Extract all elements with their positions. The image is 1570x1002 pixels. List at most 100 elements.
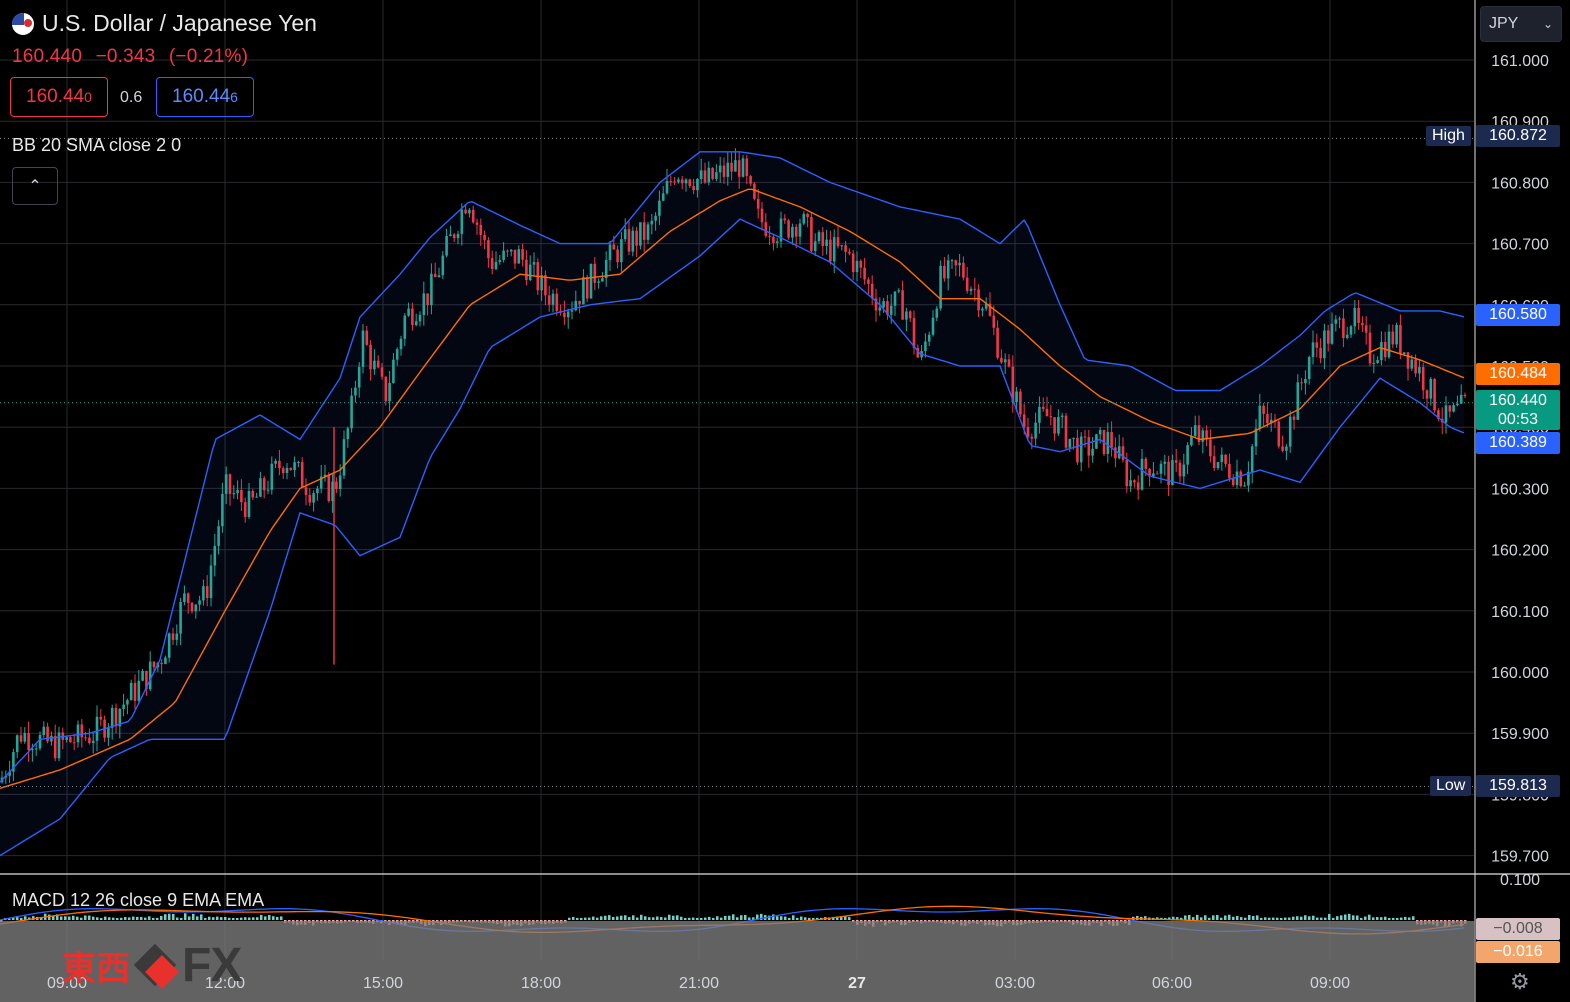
buy-button[interactable]: 160.44 6 — [156, 77, 254, 117]
candle-down — [1110, 432, 1113, 448]
macd-histogram-bar — [628, 917, 631, 920]
symbol-header: U.S. Dollar / Japanese Yen — [12, 10, 317, 37]
candle-up — [517, 249, 521, 264]
candle-down — [1000, 357, 1003, 363]
macd-histogram-bar — [636, 917, 639, 920]
candle-up — [1459, 394, 1463, 404]
candle-up — [1072, 437, 1075, 439]
candle-down — [794, 226, 798, 237]
candle-down — [380, 367, 384, 377]
macd-histogram-bar — [1292, 916, 1295, 920]
candle-up — [654, 215, 657, 221]
watermark-kanji: 東西 — [62, 949, 130, 989]
candle-down — [844, 245, 847, 252]
candle-up — [1201, 430, 1205, 442]
candle-up — [825, 239, 828, 247]
macd-legend[interactable]: MACD 12 26 close 9 EMA EMA — [12, 890, 265, 910]
candle-down — [1144, 458, 1148, 469]
bar-countdown: 00:53 — [1497, 411, 1539, 428]
price-axis-tick: 159.900 — [1491, 726, 1549, 743]
candle-down — [281, 468, 285, 474]
price-axis-tick: 160.700 — [1491, 237, 1549, 254]
macd-histogram-bar — [1376, 917, 1379, 920]
candle-up — [570, 310, 574, 312]
time-axis-tick: 09:00 — [47, 975, 87, 992]
current-price-tag: 160.440 00:53 — [1476, 390, 1560, 430]
candle-up — [202, 586, 205, 601]
macd-histogram-bar — [52, 915, 55, 920]
settings-gear-icon[interactable]: ⚙ — [1510, 969, 1530, 994]
price-axis-tick: 159.700 — [1491, 849, 1549, 866]
macd-histogram-bar — [176, 917, 179, 920]
candle-down — [335, 481, 338, 489]
candle-up — [726, 162, 730, 177]
candle-up — [1186, 445, 1189, 465]
macd-histogram-bar — [1260, 917, 1263, 920]
candle-down — [996, 327, 999, 358]
candle-up — [1068, 438, 1072, 448]
candle-down — [1114, 447, 1117, 459]
candle-down — [1266, 413, 1269, 424]
candle-down — [916, 347, 920, 358]
macd-histogram-bar — [1228, 914, 1231, 920]
candle-up — [1349, 326, 1353, 335]
candle-down — [1136, 482, 1140, 490]
candle-up — [1296, 382, 1300, 420]
bollinger-legend[interactable]: BB 20 SMA close 2 0 — [12, 135, 182, 155]
candle-up — [665, 180, 669, 194]
macd-histogram-bar — [696, 917, 699, 920]
symbol-name[interactable]: U.S. Dollar / Japanese Yen — [42, 10, 317, 36]
macd-histogram-bar — [1252, 915, 1255, 920]
spread-value: 0.6 — [120, 89, 143, 106]
macd-histogram-bar — [1336, 916, 1339, 920]
candle-down — [1178, 462, 1182, 477]
candle-down — [300, 461, 304, 488]
candle-down — [1205, 430, 1208, 440]
candle-up — [1452, 405, 1455, 412]
macd-histogram-bar — [16, 916, 19, 920]
candle-up — [897, 290, 901, 292]
candle-down — [1281, 446, 1284, 451]
candle-up — [1129, 480, 1132, 487]
candle-down — [768, 235, 771, 237]
candle-up — [718, 165, 722, 173]
macd-histogram-bar — [668, 914, 671, 920]
macd-histogram-bar — [576, 917, 579, 920]
candle-up — [1038, 406, 1041, 423]
macd-histogram-bar — [1352, 915, 1355, 920]
macd-histogram-bar — [1304, 915, 1307, 920]
candle-down — [475, 222, 479, 225]
macd-histogram-bar — [184, 913, 187, 920]
candle-down — [262, 478, 266, 491]
collapse-legend-button[interactable]: ⌃ — [12, 167, 58, 205]
candle-up — [76, 724, 80, 743]
macd-histogram-bar — [200, 914, 203, 920]
candle-down — [1399, 325, 1402, 354]
macd-histogram-bar — [788, 917, 791, 920]
candle-up — [312, 493, 315, 503]
candle-down — [874, 298, 878, 311]
candle-up — [699, 170, 703, 179]
candle-up — [418, 314, 422, 322]
macd-histogram-bar — [580, 917, 583, 920]
macd-histogram-bar — [172, 913, 175, 920]
candle-down — [1209, 439, 1212, 457]
candle-up — [183, 593, 186, 603]
candle-down — [1292, 416, 1296, 420]
macd-histogram-bar — [708, 916, 711, 920]
macd-histogram-bar — [244, 917, 247, 920]
macd-histogram-bar — [1296, 916, 1299, 920]
currency-select[interactable]: JPY ⌄ — [1480, 6, 1562, 42]
macd-histogram-bar — [204, 917, 207, 920]
candle-up — [430, 273, 433, 306]
candle-up — [935, 308, 939, 318]
sell-button[interactable]: 160.44 0 — [10, 77, 108, 117]
candle-up — [882, 301, 885, 308]
macd-histogram-bar — [192, 913, 195, 920]
candle-down — [1197, 425, 1201, 442]
macd-histogram-bar — [216, 916, 219, 920]
time-axis-tick: 12:00 — [205, 975, 245, 992]
macd-histogram-bar — [692, 917, 695, 920]
macd-histogram-bar — [612, 916, 615, 920]
